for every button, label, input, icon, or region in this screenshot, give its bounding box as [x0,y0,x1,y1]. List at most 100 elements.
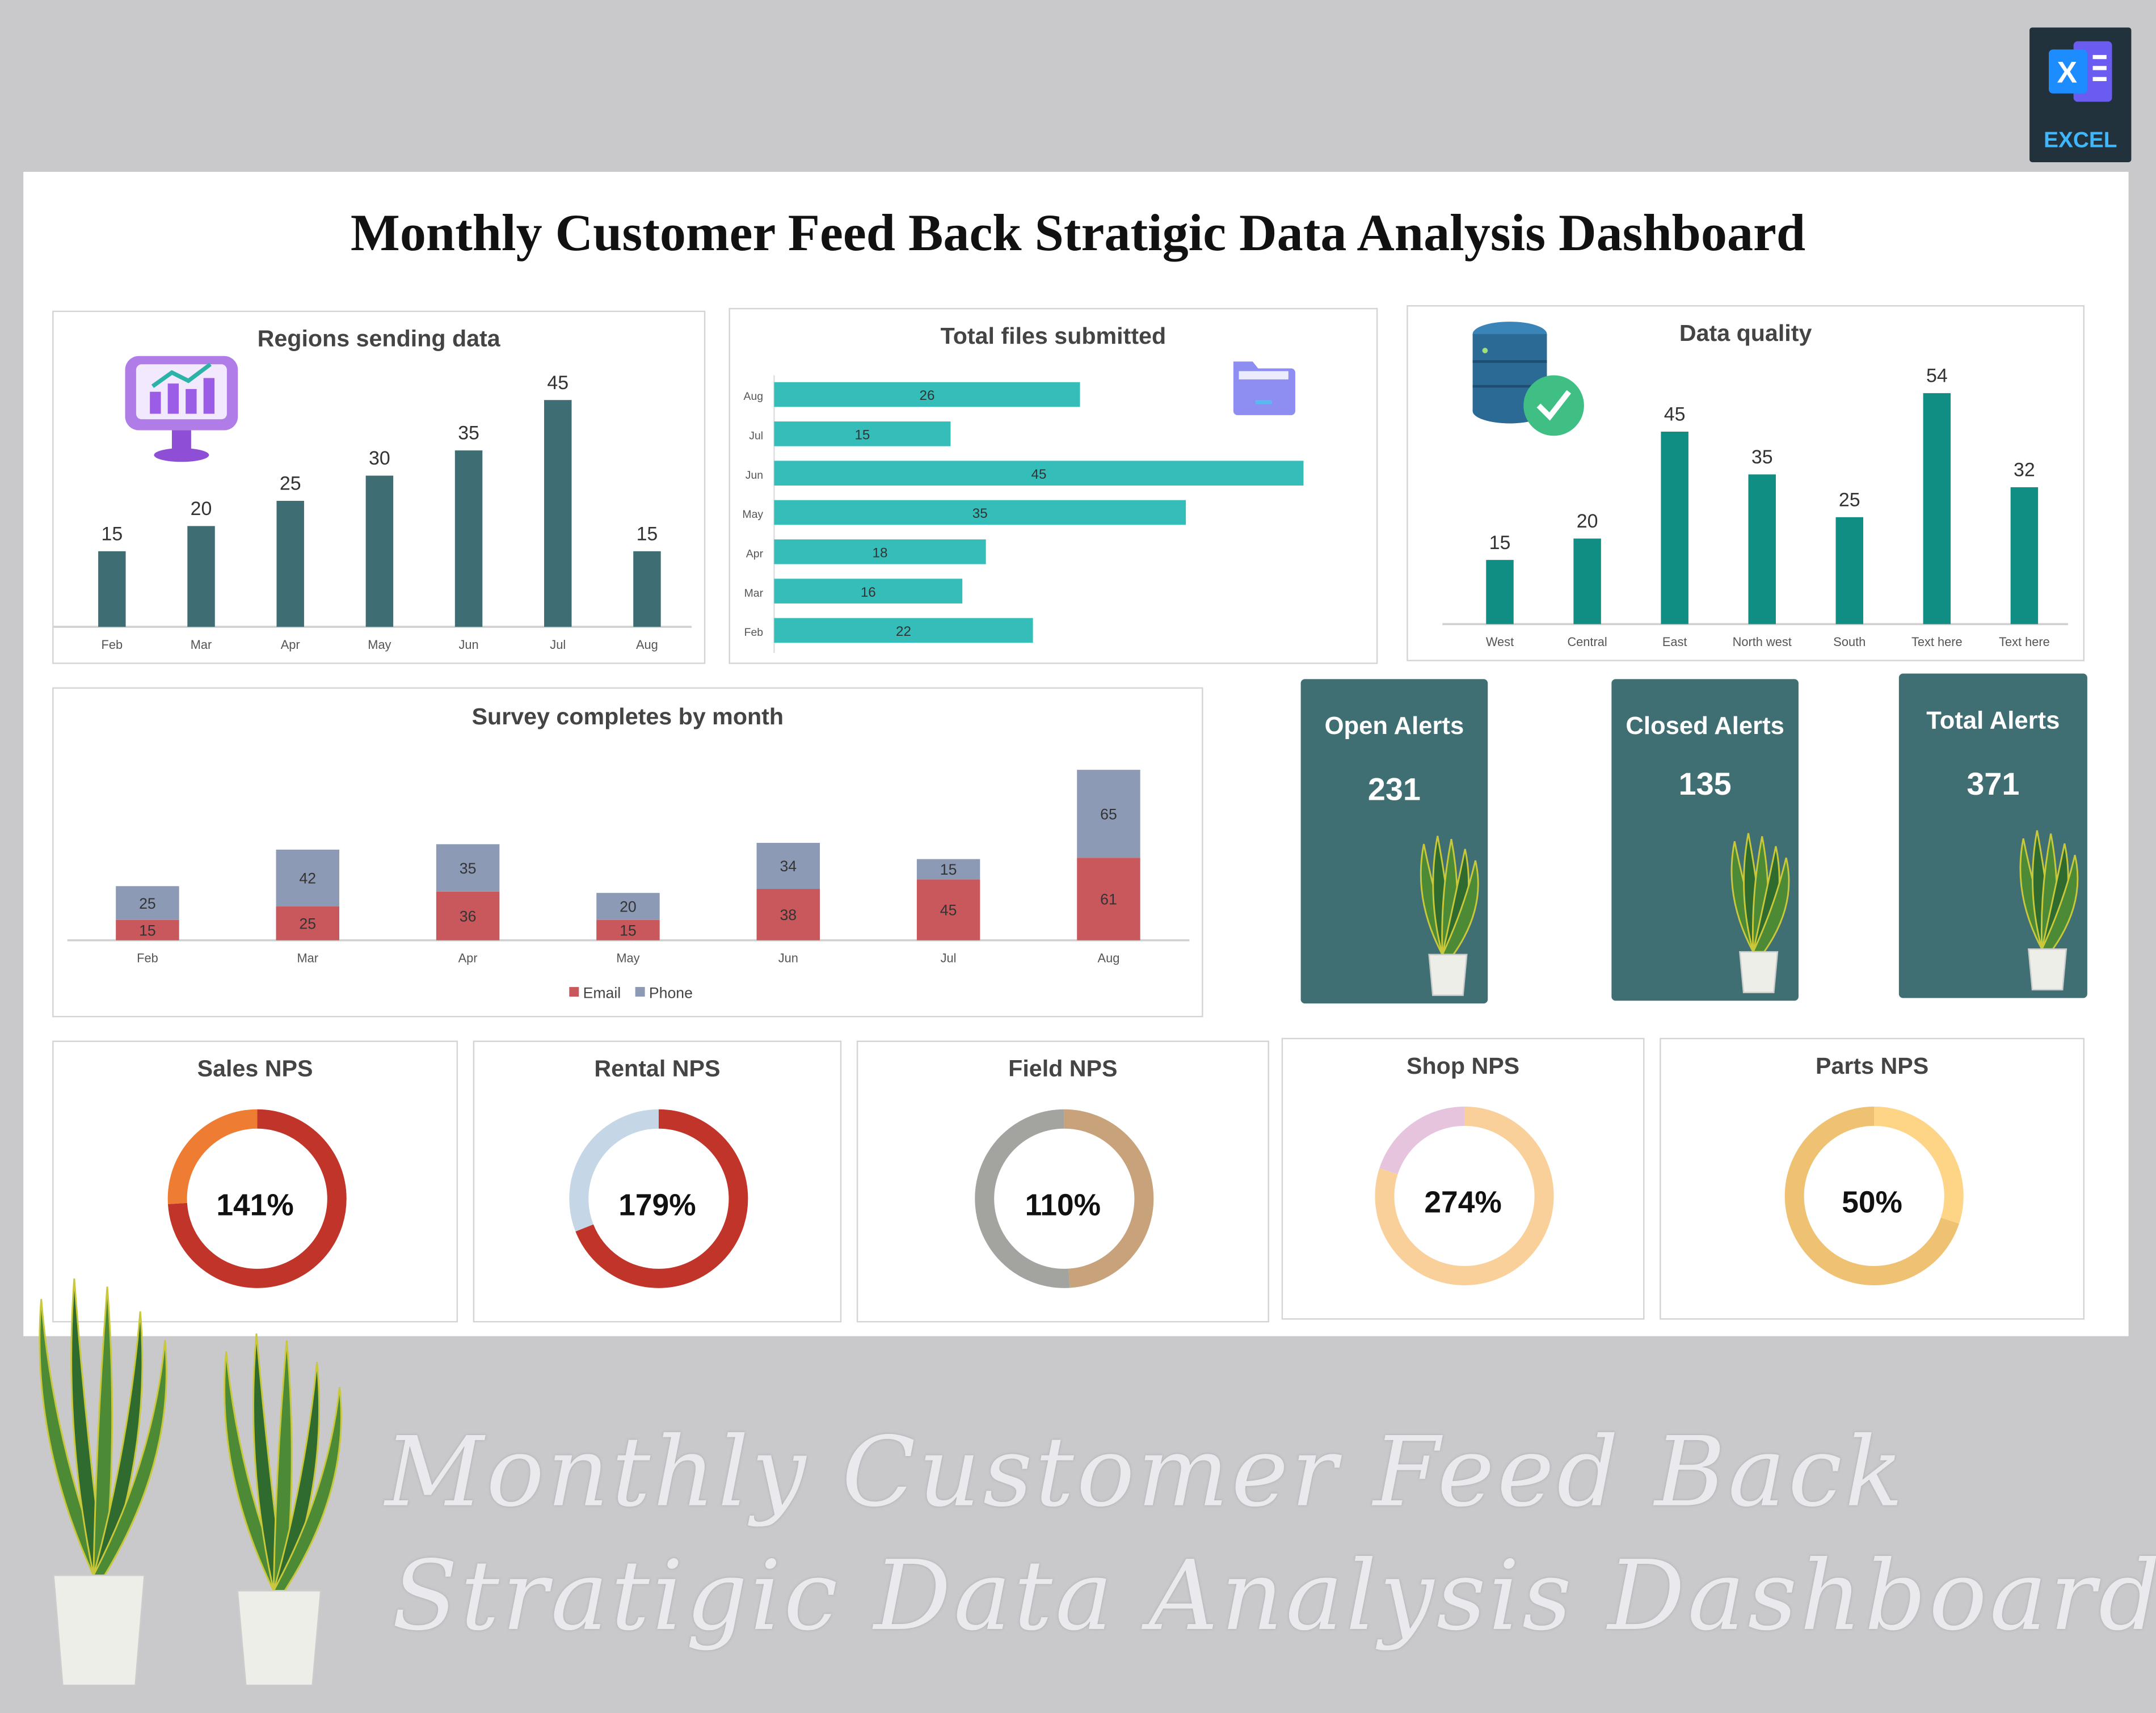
y-tick-label: Aug [744,390,763,403]
data-label: 25 [139,895,156,912]
nps-panel: Rental NPS 179% [473,1040,842,1323]
bar-phone [436,844,500,892]
leaf [39,1299,106,1576]
pot [237,1590,322,1686]
nps-donut [167,1109,346,1288]
leaf [70,1278,106,1576]
data-label: 15 [637,523,658,545]
data-label: 34 [780,858,797,875]
bar [774,461,1304,486]
data-label: 45 [940,902,957,919]
y-tick-label: Mar [744,587,764,600]
alert-label: Total Alerts [1926,706,2060,735]
data-label: 15 [940,861,957,878]
x-tick-label: May [616,951,639,965]
bar [774,382,1080,407]
x-tick-label: West [1486,635,1514,649]
bar-email [756,889,820,940]
legend-label: Phone [649,984,693,1001]
bar [774,539,986,564]
data-label: 25 [299,915,316,933]
bar [1748,474,1776,625]
data-label: 42 [299,870,316,887]
data-label: 36 [460,908,477,925]
nps-value: 274% [1424,1185,1502,1220]
leaf [1751,857,1790,953]
nps-title: Shop NPS [1407,1053,1520,1079]
bar [774,421,951,446]
data-label: 35 [458,423,479,444]
bar [276,500,304,627]
legend-swatch [635,987,645,997]
donut-segment [167,1109,346,1288]
pot [53,1575,145,1686]
footer-title-line1: Monthly Customer Feed Back [385,1416,1906,1529]
x-tick-label: Apr [281,638,300,652]
nps-donut [1784,1106,1963,1285]
plant-decoration [224,1333,342,1686]
bar [544,400,572,627]
y-tick-label: May [742,508,763,521]
nps-panel: Field NPS 110% [856,1040,1269,1323]
x-tick-label: Central [1567,635,1607,649]
data-label: 38 [780,906,797,923]
files-panel: Total files submitted 26 Aug 15 Jul 45 Jun 35 M… [729,307,1378,664]
footer-title-line2: Stratigic Data Analysis Dashboard [391,1539,2156,1653]
x-tick-label: Mar [297,951,318,965]
data-label: 35 [1751,446,1773,468]
x-tick-label: Aug [1098,951,1120,965]
nps-title: Rental NPS [594,1056,721,1082]
data-label: 45 [1031,467,1046,482]
survey-chart: 15 25 Feb 25 42 Mar 36 35 Apr 15 20 May 38 34 Jun 45 15 J… [67,770,1190,1001]
data-label: 20 [191,498,212,520]
data-label: 18 [873,545,888,560]
data-label: 26 [920,388,935,403]
bar-phone [916,859,980,880]
donut-segment [975,1109,1154,1288]
alert-value: 371 [1966,765,2020,801]
leaf [272,1387,342,1592]
x-tick-label: Text here [1999,635,2050,649]
leaf [224,1351,286,1592]
nps-title: Parts NPS [1815,1053,1929,1079]
x-tick-label: Jul [941,951,957,965]
plant-icon [2019,830,2079,991]
bar [774,618,1033,643]
data-label: 15 [620,922,637,939]
page-title: Monthly Customer Feed Back Stratigic Dat… [350,205,1806,263]
data-label: 45 [547,372,569,394]
nps-value: 50% [1842,1185,1902,1220]
x-tick-label: Jul [550,638,566,652]
leaf [272,1340,293,1592]
survey-panel: Survey completes by month 15 25 Feb 25 42 Mar… [52,687,1203,1018]
bar [187,526,215,627]
bar [2010,487,2039,625]
data-label: 15 [101,523,123,545]
bar-email [116,919,179,940]
bar [1923,393,1951,625]
quality-panel: Data quality 15 West 20 Central 45 East 35 Nort… [1407,305,2085,661]
data-label: 22 [896,624,911,639]
bar [1573,538,1601,625]
database-check-icon [1472,322,1584,436]
x-tick-label: Apr [458,951,478,965]
open-alerts-card: Open Alerts 231 [1300,679,1488,1004]
bar [774,500,1186,525]
y-tick-label: Feb [744,626,763,639]
x-tick-label: Aug [636,638,658,652]
data-label: 16 [861,585,876,600]
data-label: 25 [280,473,301,495]
data-label: 20 [620,898,637,915]
bar [98,551,126,627]
nps-value: 179% [618,1187,696,1222]
nps-panel: Sales NPS 141% [52,1040,458,1323]
alert-label: Open Alerts [1324,712,1464,740]
bar-phone [116,886,179,920]
data-label: 35 [972,506,988,521]
bar [633,551,661,627]
y-tick-label: Jul [749,430,763,442]
data-label: 15 [139,922,156,939]
x-tick-label: East [1662,635,1687,649]
files-title: Total files submitted [940,323,1167,349]
bar-email [1077,858,1140,940]
